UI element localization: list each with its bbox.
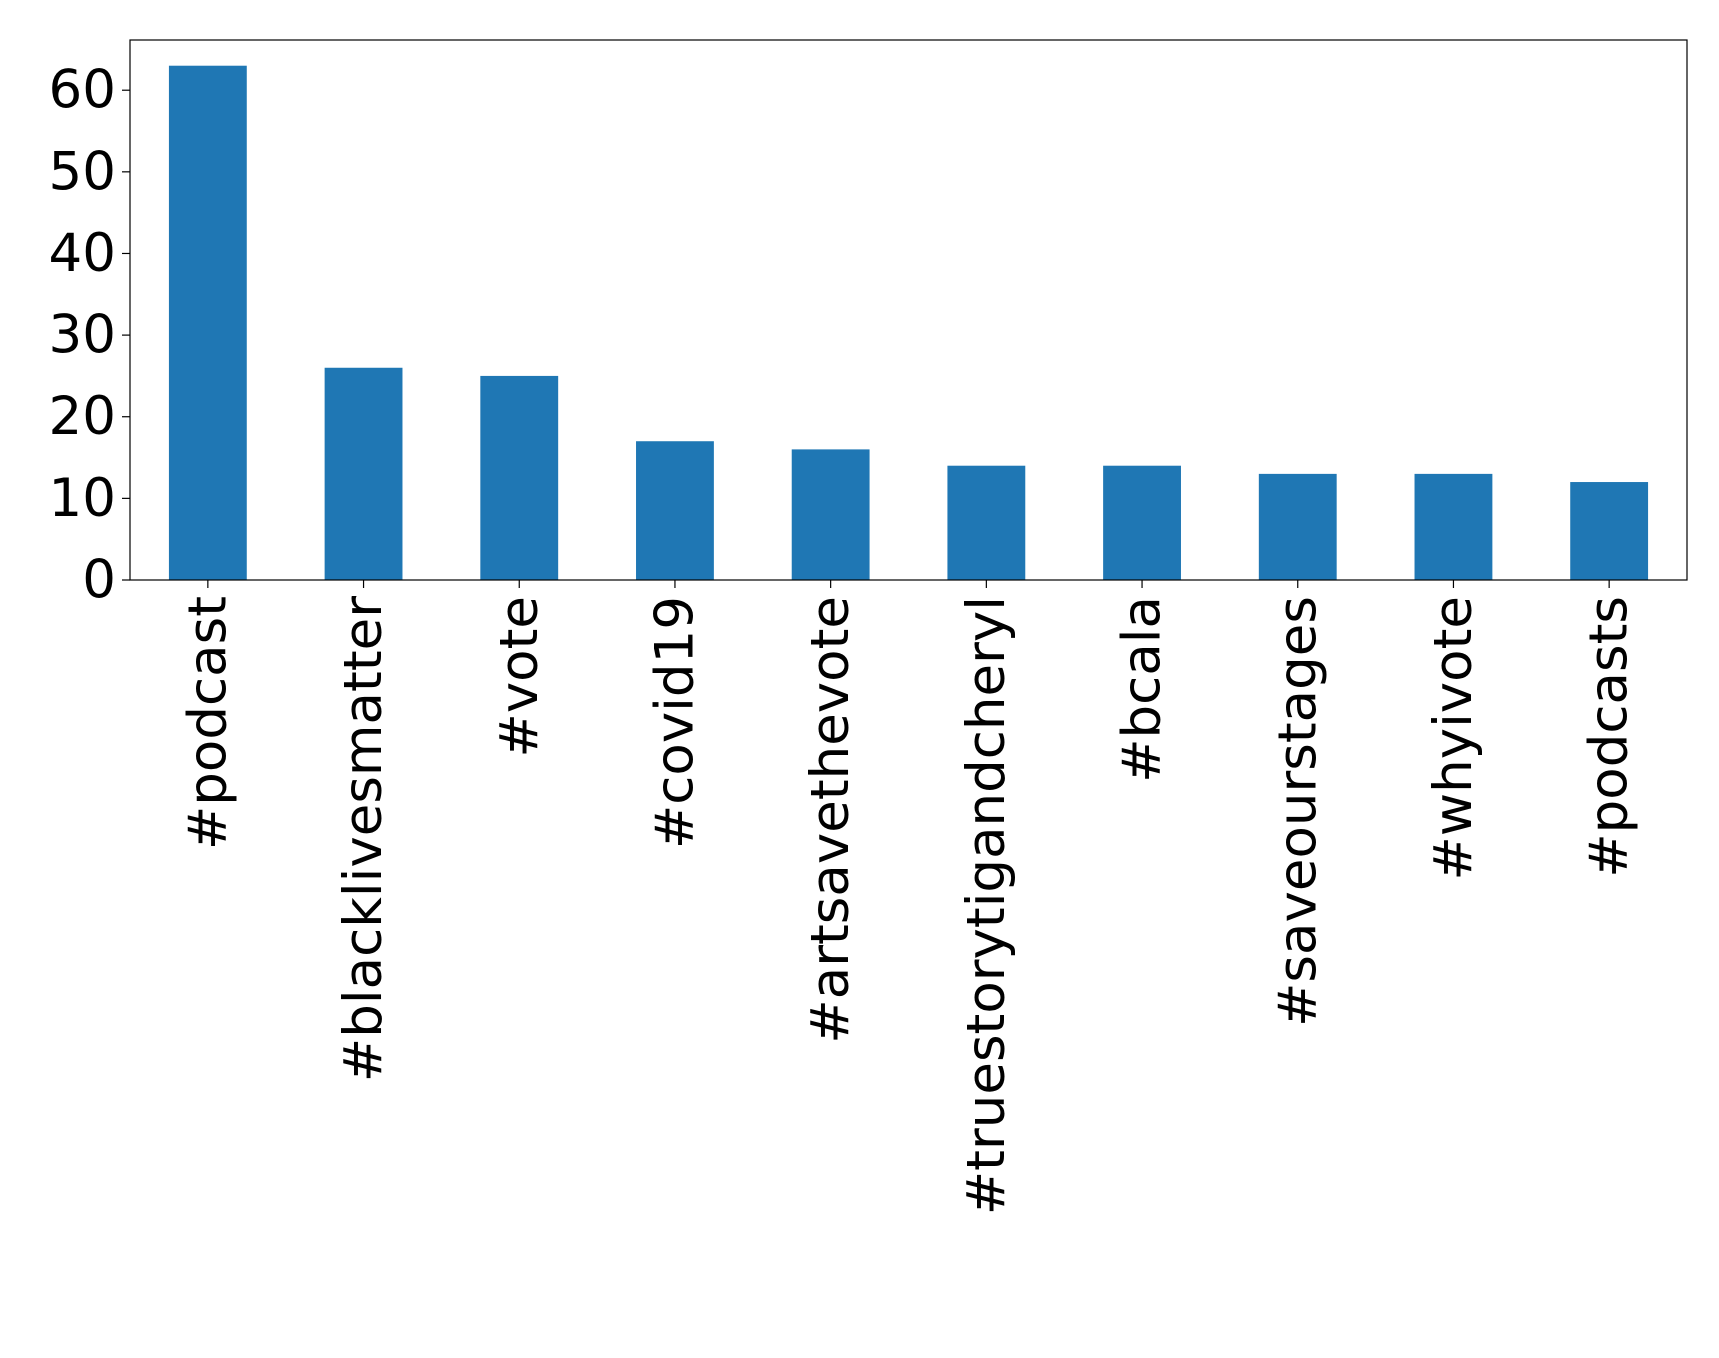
x-tick-label: #podcast — [177, 596, 238, 850]
bar — [324, 367, 403, 580]
bar — [480, 375, 559, 580]
x-tick-label: #bcala — [1112, 596, 1173, 783]
x-tick-label: #saveourstages — [1267, 596, 1328, 1027]
bar — [1103, 465, 1181, 580]
bar — [168, 65, 247, 580]
y-tick-label: 60 — [49, 60, 116, 121]
x-tick-label: #truestorytigandcheryl — [956, 596, 1017, 1215]
x-tick-label: #artsavethevote — [800, 596, 861, 1044]
bar — [1258, 473, 1337, 580]
bar — [1414, 473, 1493, 580]
x-tick-label: #podcasts — [1579, 596, 1640, 878]
y-tick-label: 10 — [49, 468, 116, 529]
y-tick-label: 0 — [82, 550, 116, 611]
bar — [791, 449, 870, 580]
y-tick-label: 30 — [49, 305, 116, 366]
x-tick-label: #covid19 — [644, 596, 705, 849]
bar — [636, 441, 714, 580]
y-tick-label: 50 — [49, 141, 116, 202]
x-tick-label: #whyivote — [1423, 596, 1484, 881]
x-tick-label: #blacklivesmatter — [333, 596, 394, 1082]
y-tick-label: 40 — [49, 223, 116, 284]
y-tick-label: 20 — [49, 386, 116, 447]
bar — [947, 465, 1026, 580]
plot-frame — [129, 39, 1688, 581]
x-tick-label: #vote — [489, 596, 550, 758]
bar — [1570, 482, 1649, 580]
